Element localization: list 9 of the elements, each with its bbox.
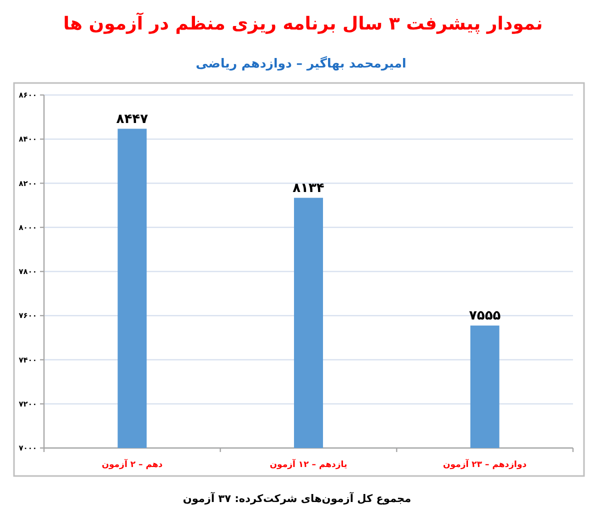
text: مجموع کل آزمون‌های شرکت‌کرده: ۳۷ آزمون: [182, 491, 412, 505]
data-label: ۷۵۵۵: [468, 308, 501, 324]
data-label: ۸۱۳۴: [292, 180, 324, 196]
x-tick-label: دوازدهم – ۲۳ آزمون: [443, 458, 528, 470]
chart-subtitle: امیرمحمد بهاگیر – دوازدهم ریاضی: [196, 56, 406, 72]
data-label: ۸۴۴۷: [116, 112, 148, 127]
x-tick-label: یازدهم – ۱۲ آزمون: [270, 458, 348, 470]
x-tick-label: دهم – ۲ آزمون: [102, 458, 164, 470]
chart-title: نمودار پیشرفت ۳ سال برنامه ریزی منظم در آزمون ها: [63, 12, 543, 34]
